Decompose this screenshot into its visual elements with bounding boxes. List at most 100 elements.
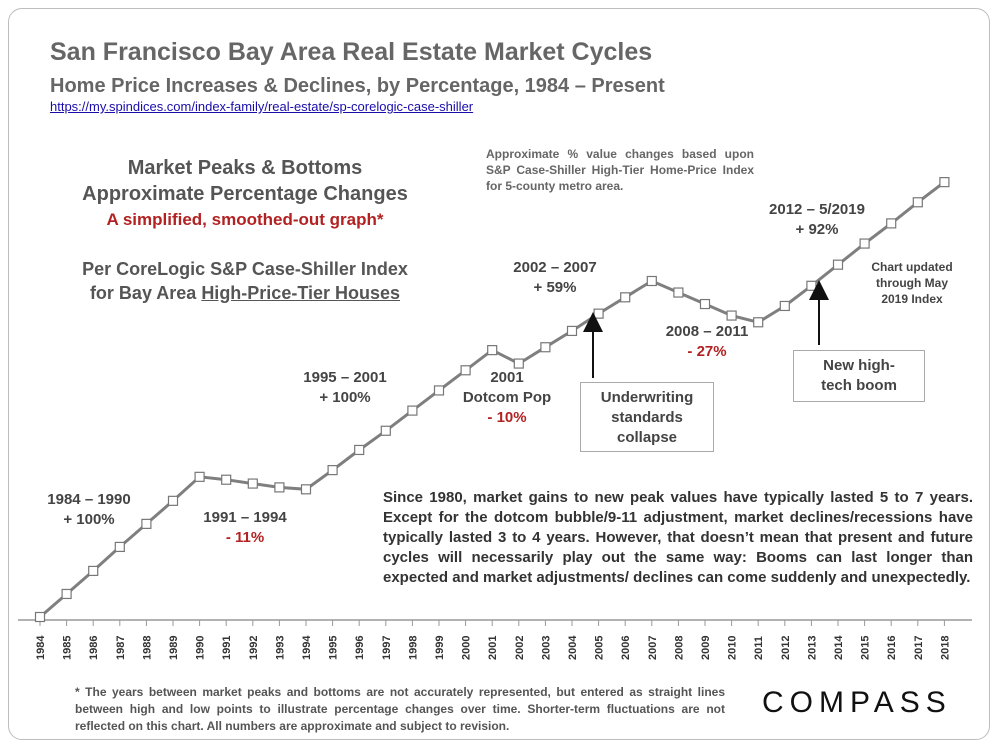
data-point [806, 280, 817, 291]
data-point [753, 317, 764, 328]
hightech-callout: New high- tech boom [793, 350, 925, 402]
data-point [407, 405, 418, 416]
x-tick-label: 2012 [780, 636, 792, 660]
annotation-1991-1994: 1991 – 1994 - 11% [190, 508, 300, 548]
chart-title: San Francisco Bay Area Real Estate Marke… [50, 38, 653, 66]
callout-line: tech boom [821, 377, 897, 394]
annotation-2001-dotcom: 2001 Dotcom Pop - 10% [452, 368, 562, 428]
data-point [194, 471, 205, 482]
panel-per-1: Per CoreLogic S&P Case-Shiller Index [82, 259, 408, 279]
data-point [593, 308, 604, 319]
underwriting-callout: Underwriting standards collapse [580, 382, 714, 452]
data-point [114, 541, 125, 553]
data-point [167, 495, 179, 506]
x-tick-label: 2011 [753, 636, 765, 660]
data-point [433, 385, 445, 396]
x-tick-label: 1994 [301, 635, 313, 660]
x-tick-label: 1990 [195, 636, 207, 660]
data-point [300, 484, 312, 495]
x-tick-label: 2005 [594, 636, 606, 660]
x-tick-label: 1984 [35, 635, 47, 660]
data-point [221, 474, 232, 485]
footnote: * The years between market peaks and bot… [75, 685, 725, 733]
annotation-name: Dotcom Pop [462, 389, 552, 406]
annotation-period: 1984 – 1990 [47, 491, 131, 508]
data-point [247, 478, 258, 489]
x-tick-label: 1997 [381, 636, 393, 660]
updated-line: through May [876, 276, 948, 290]
annotation-1995-2001: 1995 – 2001 + 100% [290, 368, 400, 408]
annotation-2012-2019: 2012 – 5/2019 + 92% [752, 200, 882, 240]
data-point [88, 565, 99, 577]
x-tick-label: 1998 [407, 636, 419, 660]
data-point [673, 287, 684, 298]
x-tick-label: 2009 [700, 636, 712, 660]
panel-per-2: for Bay Area High-Price-Tier Houses [60, 281, 430, 305]
data-point [513, 358, 524, 369]
x-tick-label: 2016 [886, 636, 898, 660]
panel-line-3: A simplified, smoothed-out graph* [106, 210, 384, 229]
x-tick-label: 1993 [274, 636, 286, 660]
data-point [779, 300, 790, 312]
x-tick-label: 2007 [647, 636, 659, 660]
data-point [540, 342, 551, 353]
x-tick-label: 2003 [540, 636, 552, 660]
annotation-period: 2001 [490, 369, 524, 386]
x-tick-label: 1989 [168, 636, 180, 660]
x-tick-label: 2008 [673, 636, 685, 660]
x-tick-label: 2015 [860, 636, 872, 660]
updated-line: 2019 Index [881, 292, 943, 306]
data-point [487, 345, 498, 356]
callout-line: New high- [823, 357, 895, 374]
annotation-period: 1995 – 2001 [303, 369, 387, 386]
data-point [460, 365, 471, 376]
data-point [646, 275, 657, 287]
data-point [566, 325, 578, 337]
data-point [61, 588, 72, 600]
panel-source: Per CoreLogic S&P Case-Shiller Index for… [60, 257, 430, 305]
callout-line: Underwriting [600, 389, 694, 406]
annotation-change: - 10% [487, 409, 527, 426]
annotation-change: + 92% [795, 221, 839, 238]
x-tick-label: 2004 [567, 635, 579, 660]
data-point [354, 444, 365, 456]
data-point [327, 465, 338, 476]
updated-line: Chart updated [871, 260, 953, 274]
data-point [859, 238, 870, 249]
x-tick-label: 2006 [620, 636, 632, 660]
annotation-period: 2008 – 2011 [665, 323, 749, 340]
data-point [886, 218, 897, 229]
annotation-2008-2011: 2008 – 2011 - 27% [652, 322, 762, 362]
annotation-2002-2007: 2002 – 2007 + 59% [500, 258, 610, 298]
compass-logo: COMPASS [762, 686, 952, 719]
x-tick-label: 1985 [62, 636, 74, 660]
x-tick-label: 2018 [939, 636, 951, 660]
annotation-period: 2012 – 5/2019 [769, 201, 865, 218]
chart-frame [8, 8, 990, 740]
data-point [699, 298, 711, 310]
data-point [380, 425, 391, 436]
x-tick-label: 2010 [727, 636, 739, 660]
x-tick-label: 1992 [248, 636, 260, 660]
chart-updated-note: Chart updated through May 2019 Index [862, 259, 962, 307]
x-tick-label: 2001 [487, 636, 499, 660]
source-link[interactable]: https://my.spindices.com/index-family/re… [50, 99, 474, 114]
x-tick-label: 1991 [221, 636, 233, 660]
panel-line-2: Approximate Percentage Changes [82, 183, 408, 205]
x-tick-label: 2014 [833, 635, 845, 660]
chart-subtitle: Home Price Increases & Declines, by Perc… [50, 75, 665, 97]
panel-per-2-underlined: High-Price-Tier Houses [201, 283, 401, 303]
x-tick-label: 1999 [434, 636, 446, 660]
x-tick-label: 1996 [354, 636, 366, 660]
annotation-change: + 100% [63, 511, 115, 528]
annotation-change: - 11% [225, 529, 265, 546]
annotation-period: 1991 – 1994 [203, 509, 287, 526]
approx-note: Approximate % value changes based upon S… [486, 147, 754, 193]
data-point [34, 611, 46, 623]
data-point [620, 292, 631, 303]
annotation-1984-1990: 1984 – 1990 + 100% [34, 490, 144, 530]
data-point [141, 518, 152, 529]
annotation-period: 2002 – 2007 [513, 259, 597, 276]
x-tick-label: 2017 [913, 636, 925, 660]
